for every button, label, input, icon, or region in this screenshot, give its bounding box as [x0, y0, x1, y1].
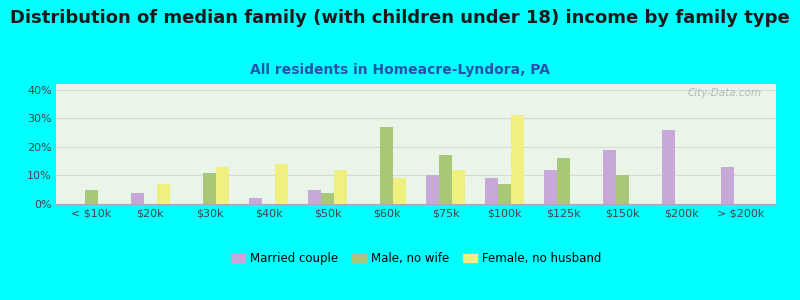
Bar: [439, 155, 452, 204]
Bar: [85, 190, 98, 204]
Bar: [334, 170, 347, 204]
Bar: [393, 178, 406, 204]
Bar: [131, 193, 144, 204]
Legend: Married couple, Male, no wife, Female, no husband: Married couple, Male, no wife, Female, n…: [226, 248, 606, 270]
Bar: [308, 190, 321, 204]
Bar: [557, 158, 570, 204]
Bar: [380, 127, 393, 204]
Bar: [321, 193, 334, 204]
Bar: [216, 167, 229, 204]
Bar: [485, 178, 498, 204]
Bar: [426, 176, 439, 204]
Text: City-Data.com: City-Data.com: [687, 88, 762, 98]
Bar: [721, 167, 734, 204]
Bar: [275, 164, 288, 204]
Bar: [544, 170, 557, 204]
Bar: [452, 170, 465, 204]
Text: Distribution of median family (with children under 18) income by family type: Distribution of median family (with chil…: [10, 9, 790, 27]
Text: All residents in Homeacre-Lyndora, PA: All residents in Homeacre-Lyndora, PA: [250, 63, 550, 77]
Bar: [498, 184, 511, 204]
Bar: [662, 130, 675, 204]
Bar: [511, 116, 524, 204]
Bar: [603, 150, 616, 204]
Bar: [203, 172, 216, 204]
Bar: [616, 176, 629, 204]
Bar: [157, 184, 170, 204]
Bar: [249, 198, 262, 204]
